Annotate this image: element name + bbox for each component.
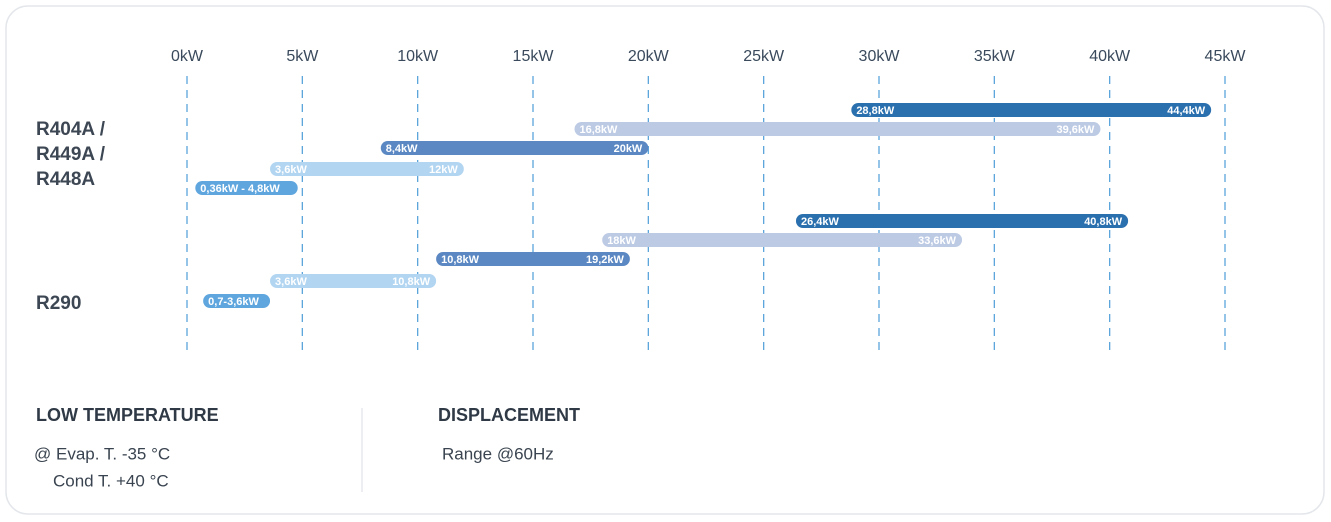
- bar-label: 26,4kW: [801, 216, 840, 228]
- bar-label: 10,8kW: [441, 254, 480, 266]
- x-tick-label: 35kW: [974, 48, 1016, 65]
- bar-label: 28,8kW: [856, 105, 895, 117]
- range-bar: [851, 103, 1212, 117]
- bar-label: 19,2kW: [586, 254, 625, 266]
- range-bar: [574, 122, 1101, 136]
- group-label: R290: [36, 293, 81, 314]
- x-tick-label: 45kW: [1205, 48, 1247, 65]
- bar-label: 39,6kW: [1057, 124, 1096, 136]
- bar-label: 8,4kW: [386, 143, 418, 155]
- group-label: R449A /: [36, 144, 106, 165]
- x-tick-label: 0kW: [171, 48, 204, 65]
- note-title: DISPLACEMENT: [438, 405, 580, 425]
- bar-label: 0,7-3,6kW: [208, 296, 259, 308]
- x-tick-label: 40kW: [1089, 48, 1131, 65]
- range-bar: [380, 141, 649, 155]
- range-bar: [602, 233, 963, 247]
- x-tick-label: 20kW: [628, 48, 670, 65]
- x-tick-label: 30kW: [859, 48, 901, 65]
- bar-label: 20kW: [614, 143, 643, 155]
- range-bar: [203, 294, 271, 308]
- bar-label: 18kW: [607, 235, 636, 247]
- range-bar: [270, 274, 437, 288]
- bar-label: 0,36kW - 4,8kW: [200, 183, 280, 195]
- x-tick-label: 15kW: [513, 48, 555, 65]
- card: [5, 5, 1325, 515]
- bar-label: 16,8kW: [580, 124, 619, 136]
- note-title: LOW TEMPERATURE: [36, 405, 219, 425]
- bar-label: 40,8kW: [1084, 216, 1123, 228]
- x-tick-label: 5kW: [286, 48, 319, 65]
- note-line: Range @60Hz: [442, 444, 554, 463]
- bar-label: 44,4kW: [1167, 105, 1206, 117]
- x-tick-label: 10kW: [397, 48, 439, 65]
- range-bar: [195, 181, 298, 195]
- bar-label: 10,8kW: [392, 276, 431, 288]
- bar-label: 3,6kW: [275, 164, 307, 176]
- range-bar: [795, 214, 1129, 228]
- range-bar: [436, 252, 630, 266]
- x-tick-label: 25kW: [743, 48, 785, 65]
- range-bar: [270, 162, 464, 176]
- bar-label: 33,6kW: [918, 235, 957, 247]
- bar-label: 12kW: [429, 164, 458, 176]
- bar-label: 3,6kW: [275, 276, 307, 288]
- note-line: @ Evap. T. -35 °C: [34, 444, 170, 463]
- group-label: R404A /: [36, 119, 106, 140]
- group-label: R448A: [36, 169, 95, 190]
- note-line: Cond T. +40 °C: [53, 471, 169, 490]
